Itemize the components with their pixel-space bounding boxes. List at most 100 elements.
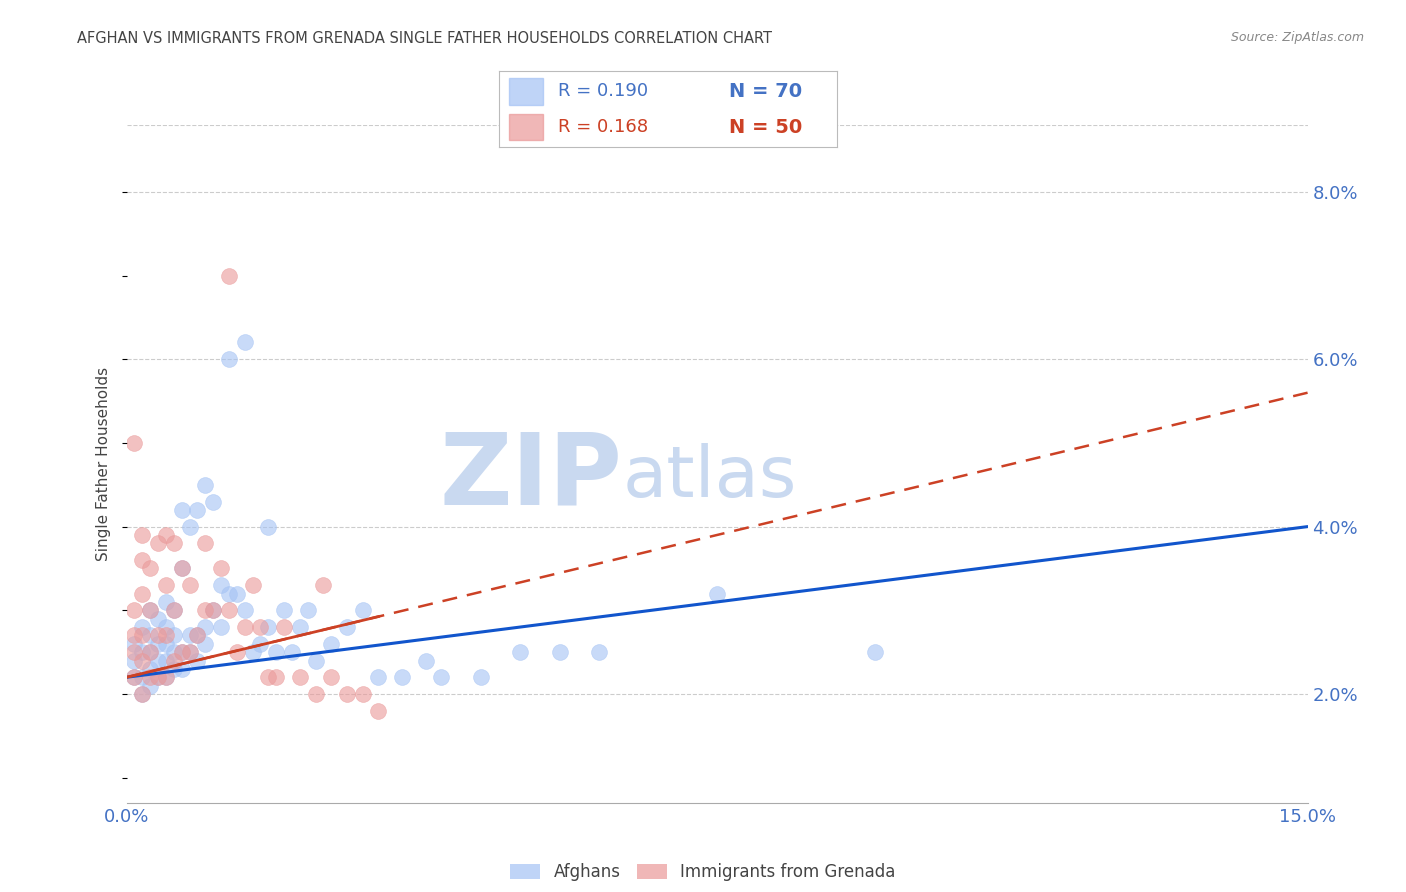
Point <box>155 578 177 592</box>
Point <box>170 561 193 575</box>
Point <box>139 645 162 659</box>
Point <box>430 670 453 684</box>
Text: Source: ZipAtlas.com: Source: ZipAtlas.com <box>1230 31 1364 45</box>
Point <box>163 653 186 667</box>
Point <box>194 603 217 617</box>
Point <box>304 687 326 701</box>
Point <box>209 561 232 575</box>
Point <box>139 645 162 659</box>
Point <box>218 586 240 600</box>
Point <box>163 628 186 642</box>
Point <box>131 670 153 684</box>
Point <box>131 528 153 542</box>
Legend: Afghans, Immigrants from Grenada: Afghans, Immigrants from Grenada <box>503 856 903 888</box>
Point <box>336 620 359 634</box>
Point <box>288 620 311 634</box>
Point <box>312 578 335 592</box>
Point <box>194 620 217 634</box>
Point <box>170 662 193 676</box>
Point <box>163 536 186 550</box>
Point <box>170 561 193 575</box>
Point <box>391 670 413 684</box>
Point <box>225 645 247 659</box>
Point <box>264 670 287 684</box>
Point <box>321 637 343 651</box>
Point <box>146 536 169 550</box>
Point <box>209 620 232 634</box>
Point <box>186 503 208 517</box>
Point <box>186 653 208 667</box>
Text: R = 0.190: R = 0.190 <box>558 82 648 101</box>
Point <box>186 628 208 642</box>
Point <box>131 645 153 659</box>
Point <box>139 628 162 642</box>
Point <box>304 653 326 667</box>
Point <box>131 586 153 600</box>
Point <box>352 603 374 617</box>
Point <box>155 653 177 667</box>
Point <box>470 670 492 684</box>
Point <box>509 645 531 659</box>
Point <box>194 477 217 491</box>
Point <box>194 637 217 651</box>
Point <box>139 603 162 617</box>
Point <box>163 662 186 676</box>
Point <box>155 670 177 684</box>
Point <box>131 628 153 642</box>
Point <box>242 645 264 659</box>
Point <box>202 603 225 617</box>
Point <box>146 637 169 651</box>
Point <box>297 603 319 617</box>
Point <box>242 578 264 592</box>
Point <box>179 628 201 642</box>
Point <box>186 628 208 642</box>
Point <box>170 645 193 659</box>
Point <box>124 645 146 659</box>
Text: R = 0.168: R = 0.168 <box>558 118 648 136</box>
Point <box>218 268 240 283</box>
Point <box>139 670 162 684</box>
Point <box>233 620 256 634</box>
Point <box>139 603 162 617</box>
Text: ZIP: ZIP <box>440 429 623 526</box>
Point <box>194 536 217 550</box>
Point <box>170 503 193 517</box>
Point <box>131 620 153 634</box>
Point <box>124 628 146 642</box>
Point <box>273 603 295 617</box>
Point <box>209 578 232 592</box>
Point <box>146 653 169 667</box>
Y-axis label: Single Father Households: Single Father Households <box>96 367 111 561</box>
Point <box>179 645 201 659</box>
Point <box>139 561 162 575</box>
Text: AFGHAN VS IMMIGRANTS FROM GRENADA SINGLE FATHER HOUSEHOLDS CORRELATION CHART: AFGHAN VS IMMIGRANTS FROM GRENADA SINGLE… <box>77 31 772 46</box>
Point <box>131 553 153 567</box>
Point <box>415 653 437 667</box>
Text: atlas: atlas <box>623 443 797 512</box>
Point <box>706 586 728 600</box>
Point <box>202 494 225 508</box>
Point <box>336 687 359 701</box>
Point <box>124 670 146 684</box>
Point <box>139 679 162 693</box>
Point <box>233 603 256 617</box>
Point <box>179 578 201 592</box>
Point <box>352 687 374 701</box>
Text: N = 70: N = 70 <box>728 82 801 101</box>
FancyBboxPatch shape <box>509 114 543 140</box>
Point <box>249 620 271 634</box>
Point <box>257 519 280 533</box>
Point <box>367 704 389 718</box>
Point <box>321 670 343 684</box>
Point <box>588 645 610 659</box>
Point <box>273 620 295 634</box>
Point <box>124 603 146 617</box>
Point <box>155 628 177 642</box>
Point <box>131 687 153 701</box>
Point <box>202 603 225 617</box>
Point <box>249 637 271 651</box>
Point <box>146 612 169 626</box>
Point <box>155 637 177 651</box>
Text: N = 50: N = 50 <box>728 118 801 136</box>
Point <box>124 670 146 684</box>
